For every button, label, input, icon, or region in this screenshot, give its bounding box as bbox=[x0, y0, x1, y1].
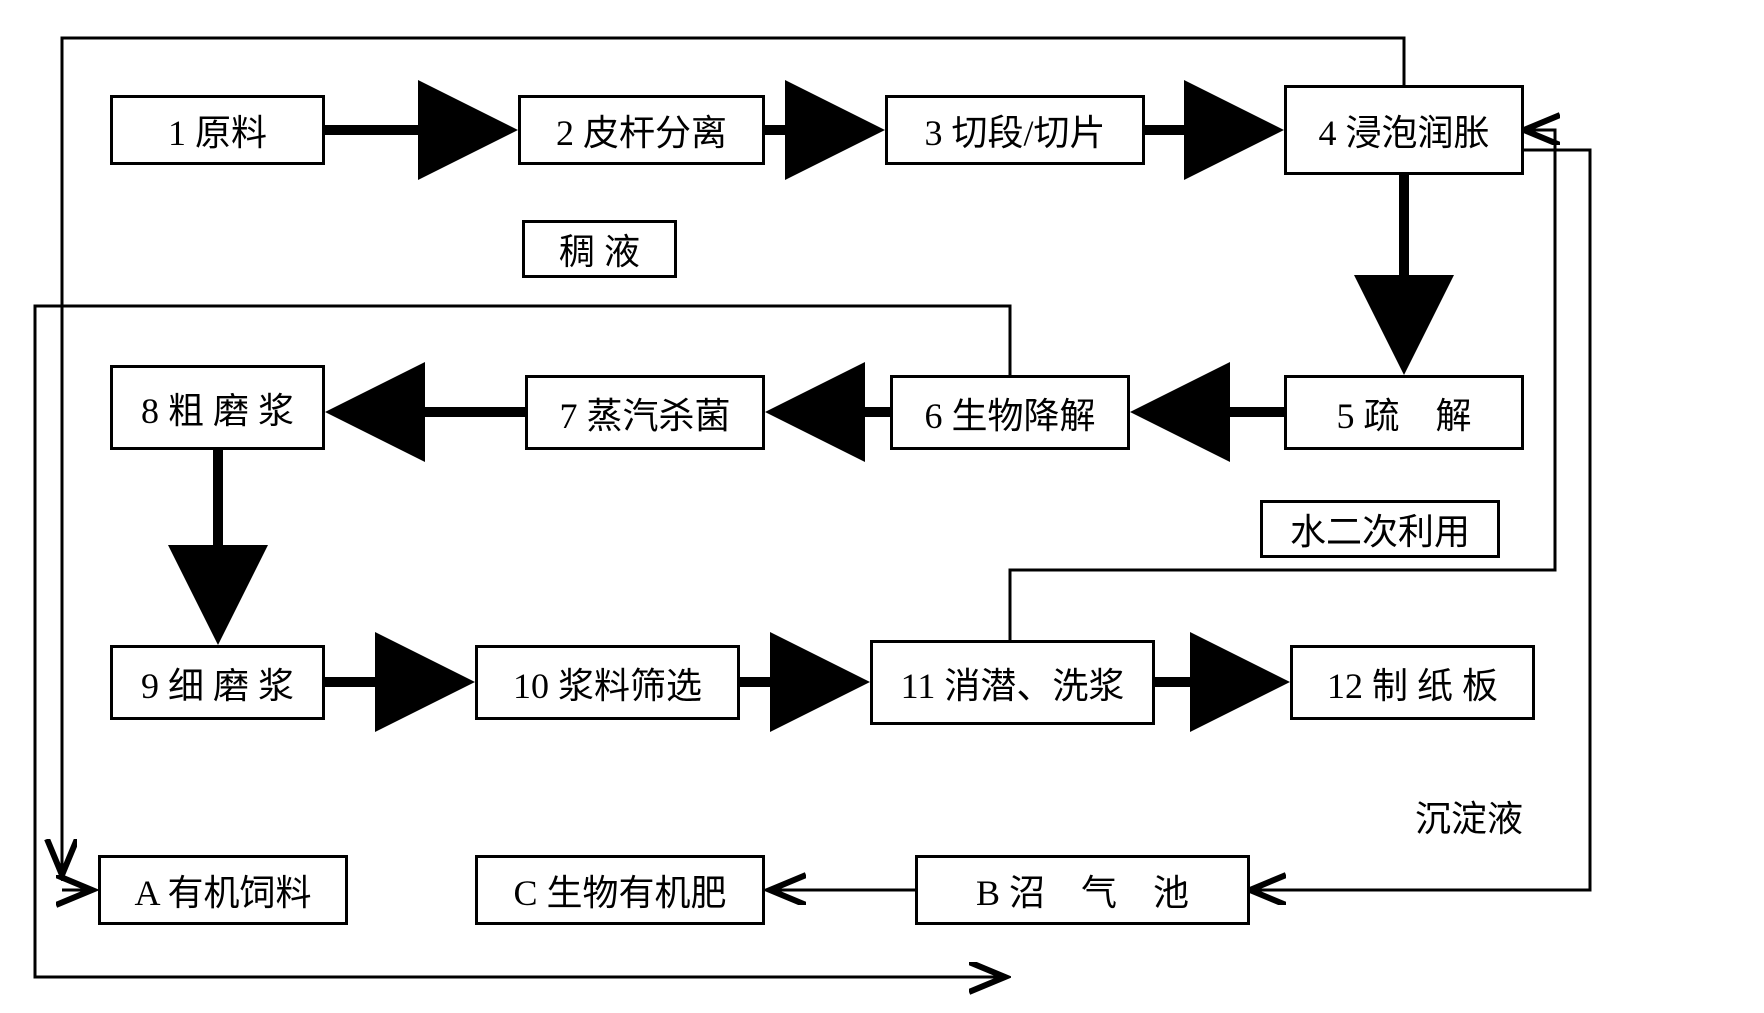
node-4-soak: 4 浸泡润胀 bbox=[1284, 85, 1524, 175]
node-5-dissolve: 5 疏 解 bbox=[1284, 375, 1524, 450]
node-8-coarse-grind: 8 粗 磨 浆 bbox=[110, 365, 325, 450]
node-b-label: B 沼 气 池 bbox=[976, 864, 1189, 916]
label-water-reuse-box: 水二次利用 bbox=[1260, 500, 1500, 558]
node-3-label: 3 切段/切片 bbox=[924, 104, 1105, 156]
node-6-label: 6 生物降解 bbox=[924, 387, 1095, 439]
node-b-biogas: B 沼 气 池 bbox=[915, 855, 1250, 925]
node-1-label: 1 原料 bbox=[168, 104, 267, 156]
node-10-label: 10 浆料筛选 bbox=[513, 657, 702, 709]
node-12-paperboard: 12 制 纸 板 bbox=[1290, 645, 1535, 720]
node-7-steam: 7 蒸汽杀菌 bbox=[525, 375, 765, 450]
label-thick-liquid-box: 稠 液 bbox=[522, 220, 677, 278]
node-2-label: 2 皮杆分离 bbox=[556, 104, 727, 156]
node-6-biodegrade: 6 生物降解 bbox=[890, 375, 1130, 450]
node-3-cutting: 3 切段/切片 bbox=[885, 95, 1145, 165]
node-9-label: 9 细 磨 浆 bbox=[141, 657, 294, 709]
node-4-label: 4 浸泡润胀 bbox=[1318, 104, 1489, 156]
node-10-screening: 10 浆料筛选 bbox=[475, 645, 740, 720]
node-8-label: 8 粗 磨 浆 bbox=[141, 382, 294, 434]
node-5-label: 5 疏 解 bbox=[1336, 387, 1471, 439]
label-sediment: 沉淀液 bbox=[1415, 790, 1523, 842]
node-c-label: C 生物有机肥 bbox=[513, 864, 726, 916]
node-a-organic-feed: A 有机饲料 bbox=[98, 855, 348, 925]
node-2-separation: 2 皮杆分离 bbox=[518, 95, 765, 165]
node-11-label: 11 消潜、洗浆 bbox=[901, 657, 1125, 709]
node-1-raw-material: 1 原料 bbox=[110, 95, 325, 165]
node-11-wash: 11 消潜、洗浆 bbox=[870, 640, 1155, 725]
node-a-label: A 有机饲料 bbox=[134, 864, 311, 916]
label-thick-liquid: 稠 液 bbox=[559, 223, 640, 275]
node-9-fine-grind: 9 细 磨 浆 bbox=[110, 645, 325, 720]
node-12-label: 12 制 纸 板 bbox=[1327, 657, 1498, 709]
node-7-label: 7 蒸汽杀菌 bbox=[559, 387, 730, 439]
node-c-bio-fertilizer: C 生物有机肥 bbox=[475, 855, 765, 925]
label-water-reuse: 水二次利用 bbox=[1290, 503, 1470, 555]
